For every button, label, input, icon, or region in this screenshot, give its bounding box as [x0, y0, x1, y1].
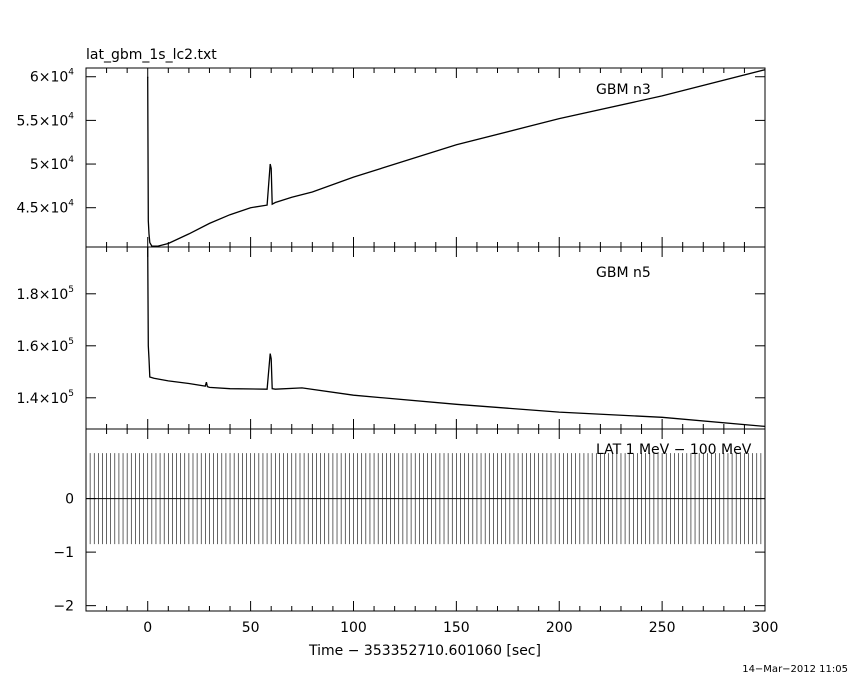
x-tick-label: 150 [443, 620, 470, 636]
y-tick-label: −1 [53, 545, 74, 561]
series-line [147, 246, 766, 428]
x-tick-label: 50 [242, 620, 260, 636]
y-tick-label: 4.5×104 [16, 199, 74, 217]
y-tick-label: 1.4×105 [16, 389, 74, 407]
x-tick-label: 250 [649, 620, 676, 636]
y-tick-label: 6×104 [30, 68, 74, 86]
series-label: LAT 1 MeV − 100 MeV [596, 442, 752, 458]
y-tick-label: −2 [53, 599, 74, 615]
x-axis-label: Time − 353352710.601060 [sec] [308, 643, 541, 659]
x-tick-label: 100 [340, 620, 367, 636]
chart-title: lat_gbm_1s_lc2.txt [86, 47, 217, 63]
y-tick-label: 5.5×104 [16, 111, 74, 129]
panel-3: −2 −1 0 LAT 1 MeV − 100 MeV [53, 428, 766, 615]
x-tick-label: 0 [143, 620, 152, 636]
panel-frame [85, 67, 766, 248]
x-tick-label: 300 [752, 620, 779, 636]
y-tick-label: 1.6×105 [16, 337, 74, 355]
series-line [147, 69, 766, 247]
panel-2: 1.4×105 1.6×105 1.8×105 GBM n5 [16, 246, 766, 430]
series-label: GBM n3 [596, 82, 651, 98]
y-tick-label: 5×104 [30, 155, 74, 173]
x-tick-label: 200 [546, 620, 573, 636]
plot-area: 4.5×104 5×104 5.5×104 6×104 GBM n3 1.4×105 1.6… [16, 67, 779, 636]
y-tick-label: 1.8×105 [16, 285, 74, 303]
series-label: GBM n5 [596, 265, 651, 281]
y-tick-label: 0 [65, 492, 74, 508]
panel-1: 4.5×104 5×104 5.5×104 6×104 GBM n3 [16, 67, 766, 248]
timestamp: 14−Mar−2012 11:05 [742, 664, 848, 675]
